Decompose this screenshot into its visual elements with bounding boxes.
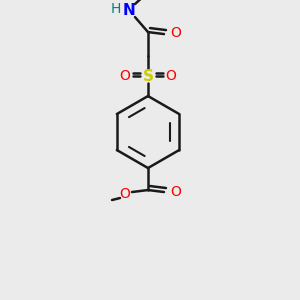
Text: O: O	[120, 69, 130, 83]
Text: N: N	[123, 3, 135, 18]
Text: H: H	[111, 2, 121, 16]
Text: S: S	[142, 69, 154, 84]
Text: O: O	[166, 69, 176, 83]
Text: O: O	[120, 187, 130, 201]
Text: O: O	[171, 185, 182, 199]
Text: O: O	[171, 26, 182, 40]
